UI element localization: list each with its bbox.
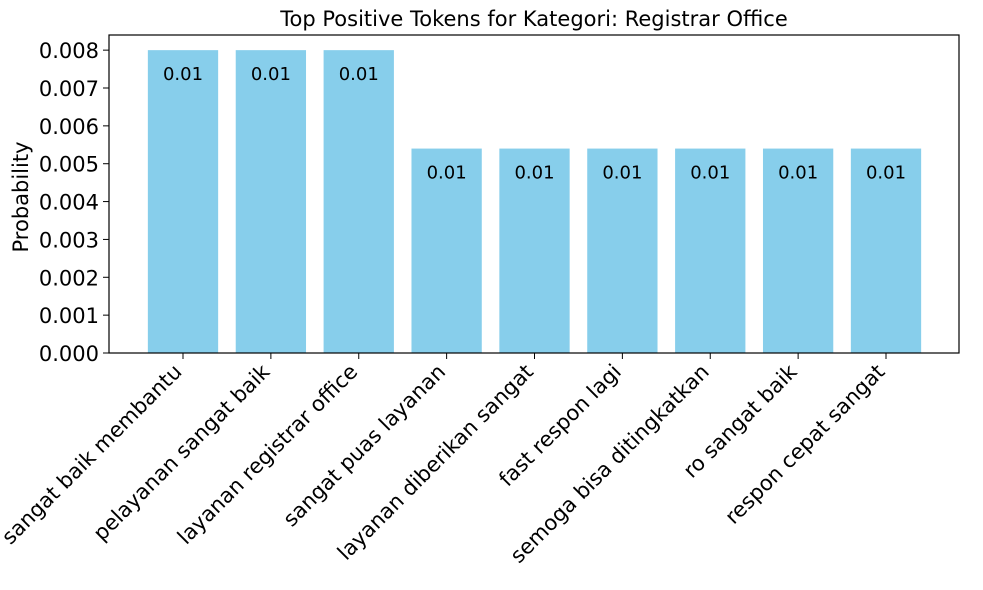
- y-tick-label: 0.002: [39, 266, 99, 290]
- y-tick-label: 0.000: [39, 342, 99, 366]
- y-axis-label: Probability: [9, 141, 33, 252]
- bars-layer: [147, 50, 922, 354]
- y-tick-label: 0.008: [39, 39, 99, 63]
- bar: [235, 50, 307, 354]
- x-tick-label: respon cepat sangat: [720, 360, 889, 529]
- data-label: 0.01: [339, 64, 379, 85]
- data-label: 0.01: [690, 163, 730, 184]
- x-tick-label: sangat baik membantu: [0, 360, 187, 549]
- x-tick-label: layanan registrar office: [173, 360, 363, 550]
- bar: [762, 148, 834, 353]
- bar: [323, 50, 394, 354]
- y-tick-label: 0.001: [39, 304, 99, 328]
- y-axis: 0.000 0.001 0.002 0.003 0.004 0.005 0.006 0.007…: [39, 39, 109, 366]
- data-label: 0.01: [251, 64, 291, 85]
- y-tick-label: 0.007: [39, 77, 99, 101]
- bar: [411, 148, 482, 353]
- y-tick-label: 0.003: [39, 228, 99, 252]
- x-tick-label: sangat puas layanan: [278, 360, 450, 532]
- data-label: 0.01: [866, 163, 906, 184]
- bar: [587, 148, 658, 353]
- bar: [675, 148, 746, 353]
- y-tick-label: 0.004: [39, 191, 99, 215]
- data-label: 0.01: [514, 163, 554, 184]
- data-label: 0.01: [602, 163, 642, 184]
- y-tick-label: 0.005: [39, 153, 99, 177]
- y-tick-label: 0.006: [39, 115, 99, 139]
- plot-frame: [108, 34, 960, 354]
- bar: [850, 148, 922, 353]
- x-tick-label: pelayanan sangat baik: [89, 359, 275, 545]
- bar: [499, 148, 570, 353]
- data-labels-layer: 0.01 0.01 0.01 0.01 0.01 0.01 0.01 0.01 0.01: [163, 64, 906, 183]
- data-label: 0.01: [427, 163, 467, 184]
- data-label: 0.01: [778, 163, 818, 184]
- bar: [147, 50, 219, 354]
- chart-title: Top Positive Tokens for Kategori: Regist…: [279, 7, 788, 31]
- data-label: 0.01: [163, 64, 203, 85]
